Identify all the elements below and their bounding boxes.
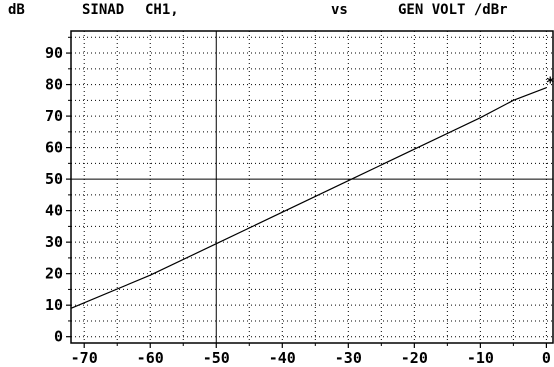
y-tick-label: 90 [45, 44, 63, 62]
y-tick-label: 0 [54, 328, 63, 346]
y-tick-label: 60 [45, 139, 63, 157]
x-tick-label: -20 [401, 349, 428, 367]
y-tick-label: 50 [45, 170, 63, 188]
measurement-label: SINAD [82, 2, 124, 18]
y-tick-label: 20 [45, 265, 63, 283]
y-tick-label: 80 [45, 76, 63, 94]
x-tick-label: -40 [269, 349, 296, 367]
y-unit-label: dB [8, 2, 25, 18]
x-tick-label: 0 [542, 349, 551, 367]
x-tick-label: -60 [137, 349, 164, 367]
channel-label: CH1, [145, 2, 179, 18]
ticks [66, 36, 547, 348]
grid [71, 31, 553, 343]
y-tick-label: 70 [45, 107, 63, 125]
tick-labels: 0 10 20 30 40 50 60 70 80 90 -70 -60 -50 -40 -30 -20 -10… [45, 44, 551, 367]
series-line [70, 87, 547, 309]
x-tick-label: -50 [203, 349, 230, 367]
versus-label: vs [331, 2, 348, 18]
x-tick-label: -70 [71, 349, 98, 367]
x-tick-label: -10 [467, 349, 494, 367]
y-tick-label: 40 [45, 202, 63, 220]
plot-frame [70, 30, 554, 344]
x-tick-label: -30 [335, 349, 362, 367]
series: * [70, 73, 554, 309]
x-quantity-label: GEN VOLT /dBr [398, 2, 508, 18]
y-tick-label: 30 [45, 233, 63, 251]
y-tick-label: 10 [45, 296, 63, 314]
end-marker: * [546, 73, 554, 91]
